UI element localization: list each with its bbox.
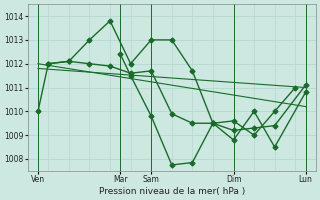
X-axis label: Pression niveau de la mer( hPa ): Pression niveau de la mer( hPa ) <box>99 187 245 196</box>
